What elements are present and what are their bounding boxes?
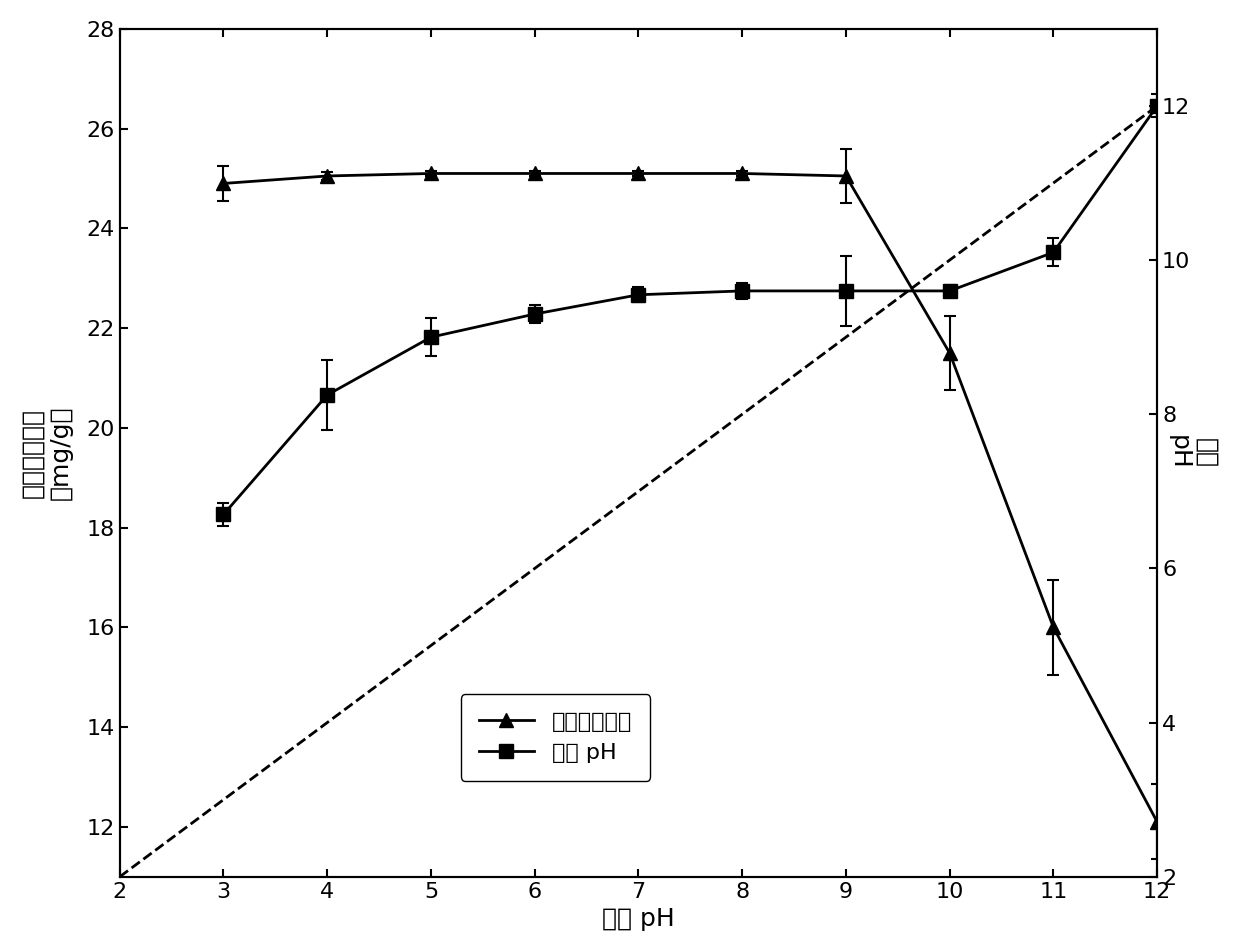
X-axis label: 初始 pH: 初始 pH (602, 907, 675, 931)
Y-axis label: 磷酸盐吸附量
（mg/g）: 磷酸盐吸附量 （mg/g） (21, 406, 73, 500)
Legend: 磷酸盐吸附量, 最终 pH: 磷酸盐吸附量, 最终 pH (461, 694, 650, 781)
Y-axis label: 最终
pH: 最终 pH (1166, 435, 1218, 470)
